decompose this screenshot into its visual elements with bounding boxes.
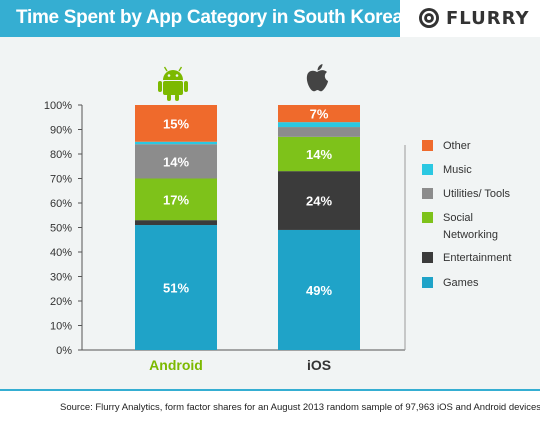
data-label: 7%	[310, 107, 329, 122]
legend: Other Music Utilities/ Tools Social Networki…	[422, 140, 511, 289]
legend-swatch	[422, 164, 433, 175]
y-tick-label: 80%	[50, 149, 72, 161]
data-label: 14%	[306, 147, 332, 162]
data-label: 14%	[163, 154, 189, 169]
bar-segment-ios-music	[278, 122, 360, 128]
data-label: 51%	[163, 281, 189, 296]
bars: 51% 17% 14% 15% Android 49% 24% 14% 7% iOS	[135, 105, 360, 373]
legend-label: Entertainment	[443, 252, 511, 264]
y-tick-label: 100%	[44, 100, 72, 112]
flurry-logo-icon	[419, 8, 439, 28]
y-tick-label: 10%	[50, 321, 72, 333]
data-label: 15%	[163, 116, 189, 131]
legend-label: Games	[443, 277, 479, 289]
bar-segment-android-social-networking	[135, 178, 217, 221]
stacked-bar-chart: 0% 10% 20% 30% 40% 50% 60% 70% 80% 90% 100% 51% 17%…	[44, 64, 511, 373]
y-tick-label: 40%	[50, 247, 72, 259]
header-bar: Time Spent by App Category in South Kore…	[0, 0, 540, 37]
bar-segment-ios-other	[278, 105, 360, 123]
y-tick-label: 60%	[50, 198, 72, 210]
chart-title: Time Spent by App Category in South Kore…	[16, 7, 403, 28]
chart-area	[0, 37, 540, 389]
footer-divider	[0, 389, 540, 391]
y-tick-label: 90%	[50, 125, 72, 137]
legend-swatch	[422, 188, 433, 199]
flurry-logo: FLURRY	[400, 0, 540, 37]
android-robot-icon	[158, 66, 188, 101]
footer: Source: Flurry Analytics, form factor sh…	[0, 389, 540, 427]
bar-segment-android-other	[135, 105, 217, 142]
legend-swatch	[422, 252, 433, 263]
source-note: Source: Flurry Analytics, form factor sh…	[60, 402, 540, 413]
legend-label-line: Social	[443, 212, 473, 224]
data-label: 17%	[163, 192, 189, 207]
legend-label: Social Networking	[443, 212, 498, 241]
legend-swatch	[422, 212, 433, 223]
bar-segment-android-music	[135, 141, 217, 145]
y-tick-label: 50%	[50, 223, 72, 235]
bar-segment-ios-games	[278, 229, 360, 350]
bar-segment-android-games	[135, 225, 217, 350]
x-category-label: Android	[149, 357, 203, 373]
bar-segment-ios-social-networking	[278, 136, 360, 172]
bar-segment-ios-utilities-tools	[278, 127, 360, 137]
logo-text: FLURRY	[446, 8, 530, 29]
y-tick-label: 70%	[50, 174, 72, 186]
y-tick-label: 30%	[50, 272, 72, 284]
data-label: 49%	[306, 283, 332, 298]
y-tick-label: 0%	[56, 345, 72, 357]
legend-label: Utilities/ Tools	[443, 188, 511, 200]
axes: 0% 10% 20% 30% 40% 50% 60% 70% 80% 90% 100%	[44, 100, 406, 357]
data-label: 24%	[306, 194, 332, 209]
apple-logo-icon	[306, 64, 328, 92]
legend-swatch	[422, 140, 433, 151]
legend-label: Music	[443, 164, 472, 176]
legend-label: Other	[443, 140, 471, 152]
legend-swatch	[422, 277, 433, 288]
bar-segment-android-utilities-tools	[135, 144, 217, 179]
legend-label-line: Networking	[443, 229, 498, 241]
bar-segment-ios-entertainment	[278, 171, 360, 230]
bar-segment-android-entertainment	[135, 220, 217, 226]
y-tick-label: 20%	[50, 296, 72, 308]
x-category-label: iOS	[307, 357, 331, 373]
